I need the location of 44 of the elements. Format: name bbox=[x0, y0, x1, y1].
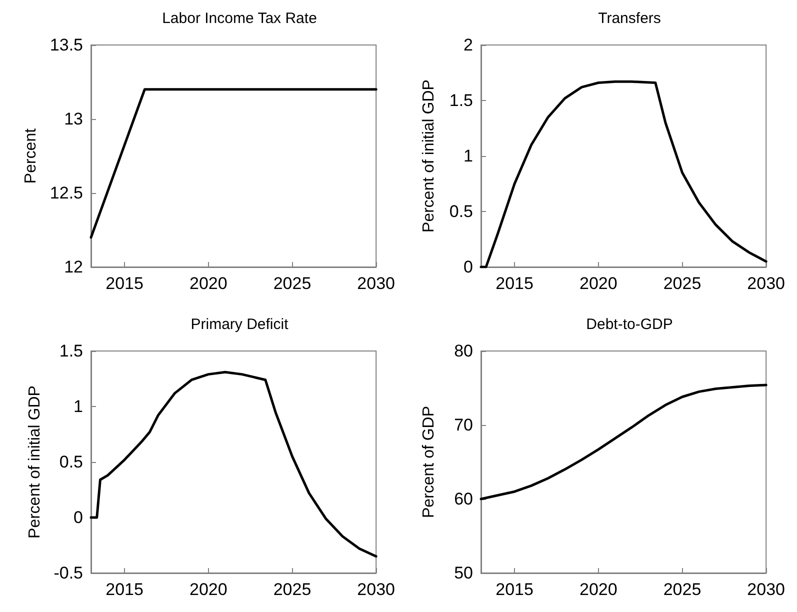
line-series bbox=[90, 370, 378, 558]
line-series bbox=[480, 384, 768, 500]
y-tick-label: 1 bbox=[464, 146, 473, 166]
x-tick-label: 2025 bbox=[663, 580, 702, 599]
chart-title: Labor Income Tax Rate bbox=[162, 10, 317, 27]
y-tick-label: -0.5 bbox=[54, 564, 83, 582]
x-tick-label: 2015 bbox=[106, 580, 144, 599]
y-axis-title: Percent of initial GDP bbox=[26, 386, 44, 538]
y-tick-label: 0.5 bbox=[449, 202, 473, 221]
x-tick-label: 2020 bbox=[189, 274, 228, 293]
x-tick-label: 2020 bbox=[189, 580, 228, 599]
x-tick-label: 2030 bbox=[357, 580, 396, 599]
y-axis-title: Percent of initial GDP bbox=[420, 80, 438, 232]
x-tick-label: 2030 bbox=[357, 274, 396, 293]
y-axis-title: Percent bbox=[22, 128, 40, 184]
y-tick-label: 0 bbox=[74, 508, 83, 527]
y-tick-label: 13 bbox=[64, 110, 83, 128]
y-tick-label: 0 bbox=[464, 258, 473, 276]
y-tick-label: 1.5 bbox=[59, 342, 83, 360]
chart-title: Transfers bbox=[598, 10, 661, 27]
y-tick-label: 2 bbox=[464, 36, 473, 54]
x-tick-label: 2015 bbox=[106, 274, 144, 293]
y-tick-label: 12.5 bbox=[50, 184, 83, 202]
x-tick-label: 2025 bbox=[273, 274, 312, 293]
x-tick-label: 2025 bbox=[273, 580, 312, 599]
x-tick-label: 2030 bbox=[747, 580, 786, 599]
y-tick-label: 50 bbox=[454, 564, 473, 582]
y-tick-label: 1.5 bbox=[449, 91, 473, 110]
y-axis-title: Percent of GDP bbox=[420, 406, 438, 518]
y-tick-label: 0.5 bbox=[59, 452, 83, 472]
y-tick-label: 70 bbox=[454, 416, 473, 434]
x-tick-label: 2020 bbox=[579, 580, 618, 599]
y-tick-label: 80 bbox=[454, 342, 473, 360]
chart-title: Debt-to-GDP bbox=[586, 316, 673, 333]
y-tick-label: 13.5 bbox=[50, 36, 83, 54]
y-tick-label: 60 bbox=[454, 490, 473, 508]
x-tick-label: 2020 bbox=[579, 274, 618, 293]
x-tick-label: 2015 bbox=[496, 274, 534, 293]
x-tick-label: 2025 bbox=[663, 274, 702, 293]
y-tick-label: 12 bbox=[64, 258, 83, 276]
y-tick-label: 1 bbox=[74, 397, 83, 416]
x-tick-label: 2015 bbox=[496, 580, 534, 599]
chart-title: Primary Deficit bbox=[190, 316, 290, 333]
x-tick-label: 2030 bbox=[747, 274, 786, 293]
